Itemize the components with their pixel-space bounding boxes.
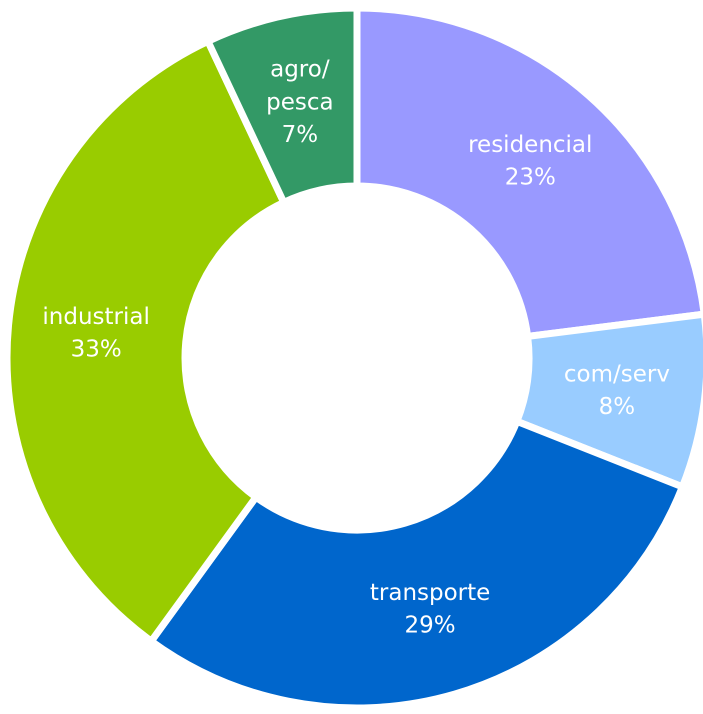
donut-slice — [3, 36, 289, 647]
slice-label: com/serv — [564, 361, 670, 387]
donut-slice — [353, 4, 703, 341]
value-label: 29% — [405, 613, 456, 639]
value-label: 33% — [71, 336, 122, 362]
slice-label: agro/pesca — [266, 56, 333, 115]
slice-label: industrial — [42, 303, 149, 329]
slice-label: residencial — [468, 131, 592, 157]
value-label: 23% — [505, 164, 556, 190]
value-label: 8% — [599, 394, 636, 420]
value-label: 7% — [282, 122, 319, 148]
donut-slice — [203, 4, 361, 208]
donut-slice — [146, 416, 687, 712]
slice-label: transporte — [370, 580, 490, 606]
